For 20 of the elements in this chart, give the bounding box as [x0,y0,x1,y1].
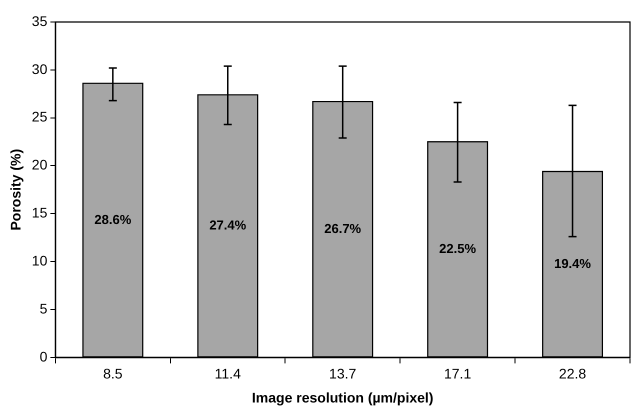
y-tick-label: 10 [32,252,48,268]
data-label: 19.4% [554,256,592,272]
y-axis-title: Porosity (%) [7,148,24,231]
y-tick-label: 0 [40,348,48,364]
data-label: 28.6% [94,212,132,227]
x-tick-label: 13.7 [329,366,357,382]
y-tick-label: 20 [32,156,48,173]
data-label: 26.7% [324,221,362,236]
data-label: 27.4% [209,218,247,233]
y-tick-label: 15 [32,204,48,221]
x-axis-title: Image resolution (µm/pixel) [252,389,434,406]
y-tick-label: 35 [32,12,48,29]
x-tick-label: 8.5 [103,366,123,382]
data-label: 22.5% [439,241,476,256]
x-tick-label: 17.1 [444,366,472,382]
y-tick-label: 5 [40,300,48,316]
y-tick-label: 30 [32,60,48,77]
y-tick-label: 25 [32,108,48,125]
x-tick-label: 11.4 [214,366,242,382]
x-tick-label: 22.8 [558,366,586,382]
